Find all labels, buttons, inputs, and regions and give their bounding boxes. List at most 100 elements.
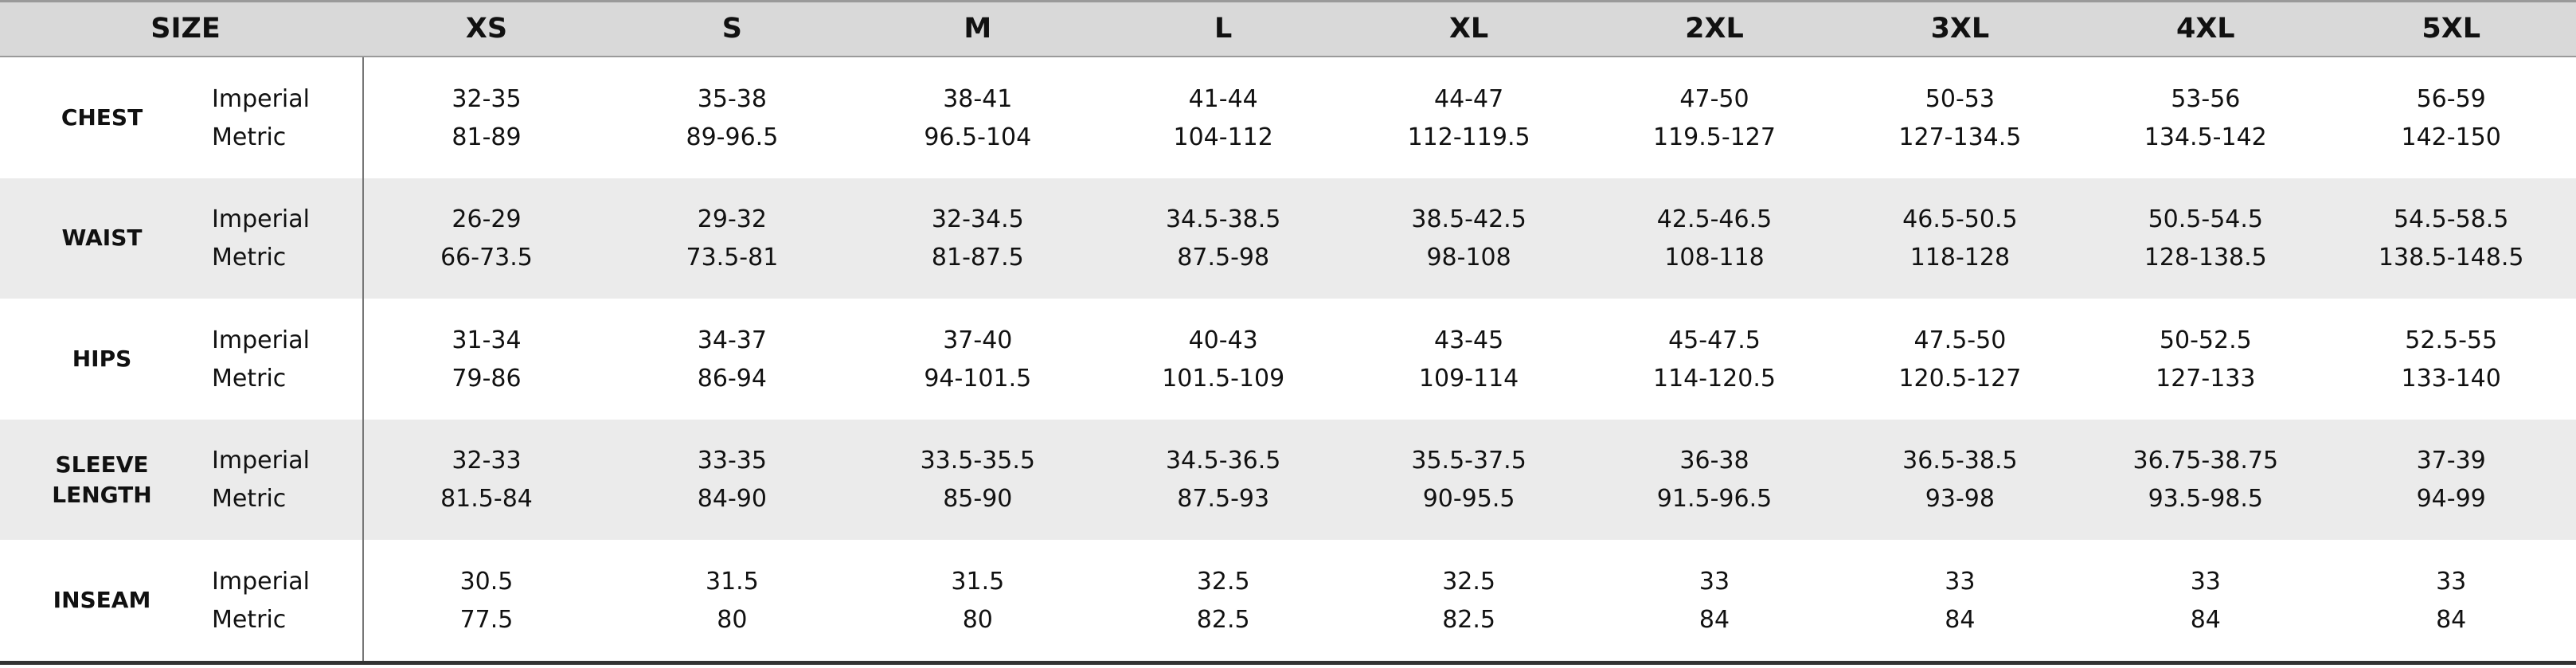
metric-value: 98-108	[1426, 244, 1511, 272]
imperial-value: 42.5-46.5	[1656, 205, 1773, 234]
metric-value: 133-140	[2401, 364, 2501, 393]
metric-value: 81-87.5	[931, 244, 1024, 272]
unit-label: Imperial	[212, 84, 310, 113]
metric-value: 119.5-127	[1653, 123, 1776, 151]
size-header: SIZE	[150, 13, 221, 45]
imperial-value: 29-32	[697, 205, 767, 234]
imperial-value: 47-50	[1679, 84, 1749, 113]
metric-value: 80	[962, 605, 993, 634]
unit-label: Imperial	[212, 567, 310, 596]
bottom-border	[0, 661, 2576, 665]
measurement-label: INSEAM	[53, 587, 151, 614]
imperial-value: 35.5-37.5	[1411, 447, 1526, 475]
unit-label: Imperial	[212, 447, 310, 475]
metric-value: 81.5-84	[440, 485, 533, 514]
metric-value: 85-90	[943, 485, 1013, 514]
imperial-value: 32.5	[1196, 567, 1250, 596]
imperial-value: 33	[1698, 567, 1730, 596]
imperial-value: 33-35	[697, 447, 767, 475]
metric-value: 114-120.5	[1653, 364, 1776, 393]
imperial-value: 31.5	[705, 567, 759, 596]
metric-value: 94-101.5	[924, 364, 1032, 393]
imperial-value: 38-41	[943, 84, 1013, 113]
metric-value: 84	[2190, 605, 2221, 634]
metric-value: 66-73.5	[440, 244, 533, 272]
size-column-header: L	[1214, 13, 1233, 45]
imperial-value: 33	[2436, 567, 2467, 596]
metric-value: 84	[1698, 605, 1730, 634]
metric-value: 89-96.5	[686, 123, 779, 151]
imperial-value: 32-33	[451, 447, 522, 475]
imperial-value: 34-37	[697, 326, 767, 354]
imperial-value: 44-47	[1434, 84, 1504, 113]
metric-value: 127-133	[2156, 364, 2256, 393]
measurement-label: SLEEVE LENGTH	[52, 451, 152, 508]
imperial-value: 34.5-36.5	[1165, 447, 1281, 475]
header-background	[0, 0, 2576, 57]
metric-value: 84-90	[697, 485, 767, 514]
unit-label: Metric	[212, 364, 287, 393]
metric-value: 112-119.5	[1407, 123, 1530, 151]
size-column-header: XL	[1448, 13, 1489, 45]
metric-value: 81-89	[451, 123, 522, 151]
metric-value: 91.5-96.5	[1656, 485, 1773, 514]
imperial-value: 36.75-38.75	[2132, 447, 2279, 475]
imperial-value: 31.5	[951, 567, 1005, 596]
imperial-value: 45-47.5	[1668, 326, 1761, 354]
imperial-value: 36.5-38.5	[1902, 447, 2018, 475]
metric-value: 127-134.5	[1898, 123, 2022, 151]
imperial-value: 47.5-50	[1913, 326, 2007, 354]
metric-value: 84	[2436, 605, 2467, 634]
metric-value: 90-95.5	[1422, 485, 1515, 514]
metric-value: 128-138.5	[2144, 244, 2267, 272]
imperial-value: 56-59	[2416, 84, 2486, 113]
size-column-header: 2XL	[1685, 13, 1744, 45]
metric-value: 73.5-81	[686, 244, 779, 272]
metric-value: 142-150	[2401, 123, 2501, 151]
imperial-value: 32.5	[1442, 567, 1495, 596]
metric-value: 120.5-127	[1898, 364, 2022, 393]
size-column-header: XS	[465, 13, 508, 45]
row-background	[0, 178, 2576, 299]
metric-value: 77.5	[459, 605, 514, 634]
imperial-value: 43-45	[1434, 326, 1504, 354]
imperial-value: 50-52.5	[2159, 326, 2252, 354]
imperial-value: 37-39	[2416, 447, 2486, 475]
imperial-value: 52.5-55	[2405, 326, 2498, 354]
column-divider	[362, 57, 364, 661]
metric-value: 118-128	[1910, 244, 2011, 272]
metric-value: 138.5-148.5	[2378, 244, 2524, 272]
imperial-value: 53-56	[2171, 84, 2241, 113]
metric-value: 80	[717, 605, 748, 634]
imperial-value: 32-34.5	[931, 205, 1024, 234]
row-background	[0, 419, 2576, 541]
metric-value: 96.5-104	[924, 123, 1032, 151]
unit-label: Metric	[212, 244, 287, 272]
measurement-label: HIPS	[72, 345, 132, 372]
size-column-header: S	[721, 13, 742, 45]
metric-value: 109-114	[1418, 364, 1519, 393]
imperial-value: 36-38	[1679, 447, 1749, 475]
metric-value: 93.5-98.5	[2148, 485, 2263, 514]
unit-label: Metric	[212, 485, 287, 514]
imperial-value: 40-43	[1188, 326, 1258, 354]
metric-value: 82.5	[1196, 605, 1250, 634]
size-column-header: 3XL	[1930, 13, 1990, 45]
unit-label: Metric	[212, 123, 287, 151]
imperial-value: 54.5-58.5	[2393, 205, 2509, 234]
unit-label: Metric	[212, 605, 287, 634]
imperial-value: 33.5-35.5	[920, 447, 1035, 475]
imperial-value: 41-44	[1188, 84, 1258, 113]
imperial-value: 33	[1945, 567, 1976, 596]
metric-value: 108-118	[1664, 244, 1765, 272]
metric-value: 94-99	[2416, 485, 2486, 514]
measurement-label: CHEST	[61, 104, 143, 131]
imperial-value: 31-34	[451, 326, 522, 354]
imperial-value: 34.5-38.5	[1165, 205, 1281, 234]
imperial-value: 37-40	[943, 326, 1013, 354]
size-column-header: M	[964, 13, 992, 45]
imperial-value: 32-35	[451, 84, 522, 113]
unit-label: Imperial	[212, 205, 310, 234]
metric-value: 87.5-93	[1177, 485, 1270, 514]
